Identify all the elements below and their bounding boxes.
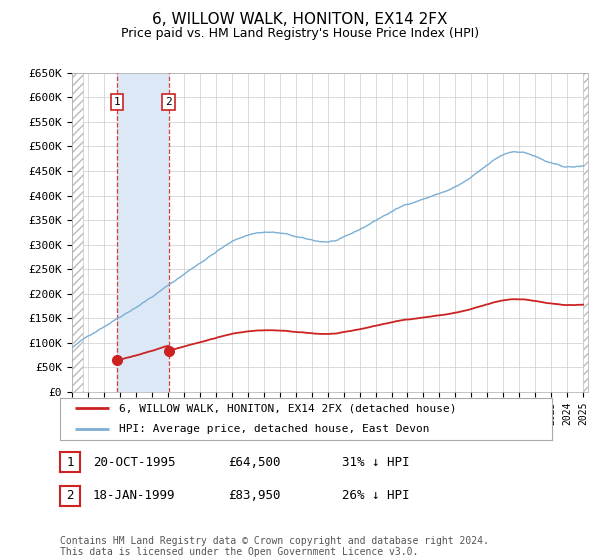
Bar <box>117 73 169 392</box>
Text: 2: 2 <box>165 97 172 108</box>
6, WILLOW WALK, HONITON, EX14 2FX (detached house) <box>302 329 309 336</box>
6, WILLOW WALK, HONITON, EX14 2FX (detached house) <box>580 301 587 308</box>
HPI: Average price, detached house, East Devon: (2.02e+03, 4.06e+05): Average price, detached house, East Devo… <box>437 189 445 196</box>
6, WILLOW WALK, HONITON, EX14 2FX (detached house) <box>559 301 566 308</box>
Text: 20-OCT-1995: 20-OCT-1995 <box>93 455 176 469</box>
HPI: Average price, detached house, East Devon: (2.01e+03, 3.25e+05): Average price, detached house, East Devo… <box>271 229 278 236</box>
Text: 31% ↓ HPI: 31% ↓ HPI <box>342 455 409 469</box>
Text: 1: 1 <box>113 97 120 108</box>
Text: Price paid vs. HM Land Registry's House Price Index (HPI): Price paid vs. HM Land Registry's House … <box>121 27 479 40</box>
Text: 6, WILLOW WALK, HONITON, EX14 2FX (detached house): 6, WILLOW WALK, HONITON, EX14 2FX (detac… <box>119 403 457 413</box>
Line: 6, WILLOW WALK, HONITON, EX14 2FX (detached house): 6, WILLOW WALK, HONITON, EX14 2FX (detac… <box>117 299 583 360</box>
Text: 2: 2 <box>66 489 74 502</box>
HPI: Average price, detached house, East Devon: (2.01e+03, 3.69e+05): Average price, detached house, East Devo… <box>390 207 397 214</box>
6, WILLOW WALK, HONITON, EX14 2FX (detached house) <box>113 357 121 363</box>
Bar <box>583 73 588 392</box>
HPI: Average price, detached house, East Devon: (2e+03, 1.69e+05): Average price, detached house, East Devo… <box>130 305 137 312</box>
6, WILLOW WALK, HONITON, EX14 2FX (detached house) <box>212 335 219 342</box>
HPI: Average price, detached house, East Devon: (2e+03, 3.12e+05): Average price, detached house, East Devo… <box>235 235 242 242</box>
Text: £83,950: £83,950 <box>228 489 281 502</box>
Text: 1: 1 <box>66 455 74 469</box>
HPI: Average price, detached house, East Devon: (1.99e+03, 9.01e+04): Average price, detached house, East Devo… <box>68 344 76 351</box>
6, WILLOW WALK, HONITON, EX14 2FX (detached house) <box>511 296 518 302</box>
Text: Contains HM Land Registry data © Crown copyright and database right 2024.
This d: Contains HM Land Registry data © Crown c… <box>60 535 489 557</box>
Line: HPI: Average price, detached house, East Devon: HPI: Average price, detached house, East… <box>72 152 583 348</box>
Text: 18-JAN-1999: 18-JAN-1999 <box>93 489 176 502</box>
Bar <box>72 73 83 392</box>
6, WILLOW WALK, HONITON, EX14 2FX (detached house) <box>299 329 306 335</box>
HPI: Average price, detached house, East Devon: (2.02e+03, 4.07e+05): Average price, detached house, East Devo… <box>440 189 447 195</box>
HPI: Average price, detached house, East Devon: (2.02e+03, 4.61e+05): Average price, detached house, East Devo… <box>580 162 587 169</box>
6, WILLOW WALK, HONITON, EX14 2FX (detached house) <box>514 296 521 303</box>
6, WILLOW WALK, HONITON, EX14 2FX (detached house) <box>241 328 248 335</box>
HPI: Average price, detached house, East Devon: (2.02e+03, 4.89e+05): Average price, detached house, East Devo… <box>511 148 518 155</box>
Text: £64,500: £64,500 <box>228 455 281 469</box>
Text: HPI: Average price, detached house, East Devon: HPI: Average price, detached house, East… <box>119 424 430 434</box>
Text: 26% ↓ HPI: 26% ↓ HPI <box>342 489 409 502</box>
Text: 6, WILLOW WALK, HONITON, EX14 2FX: 6, WILLOW WALK, HONITON, EX14 2FX <box>152 12 448 27</box>
